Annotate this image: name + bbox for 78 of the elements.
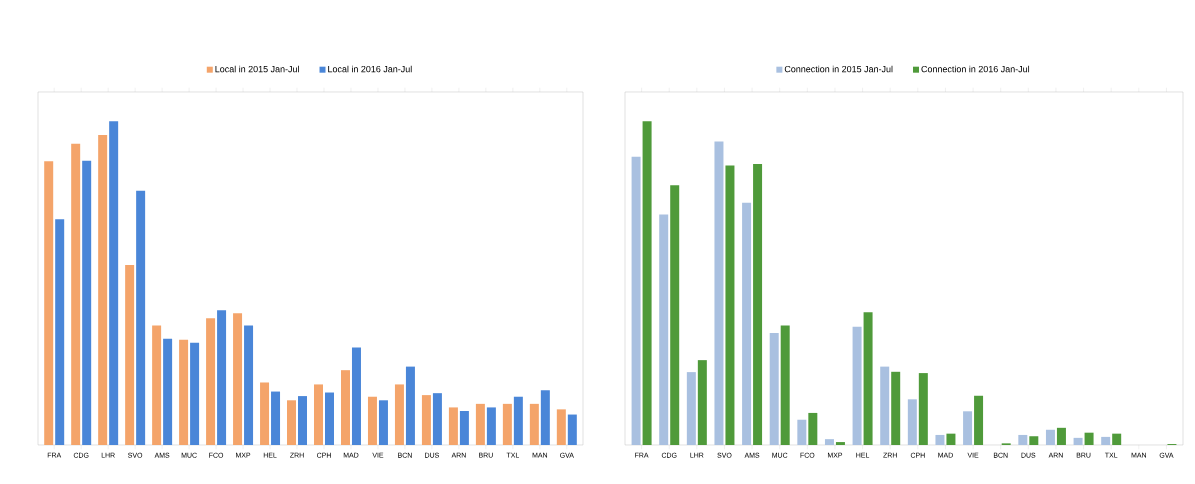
bar	[82, 160, 92, 445]
legend-label: Local in 2015 Jan-Jul	[215, 65, 299, 73]
bar	[233, 313, 243, 445]
bar	[540, 390, 550, 445]
bar	[824, 439, 834, 445]
bar	[1045, 429, 1055, 445]
bar	[448, 407, 458, 445]
bar	[351, 347, 361, 445]
bar	[152, 325, 162, 445]
bar	[725, 165, 735, 445]
bar	[475, 403, 485, 445]
bar	[963, 411, 973, 445]
bar	[55, 219, 65, 445]
bar	[946, 433, 956, 445]
bar	[513, 396, 523, 445]
bar	[642, 121, 652, 445]
bar	[71, 143, 81, 445]
bar	[797, 419, 807, 445]
bar	[753, 163, 763, 445]
bar	[190, 342, 200, 445]
bar	[394, 384, 404, 445]
bar	[907, 399, 917, 445]
bar	[421, 395, 431, 445]
bar	[244, 325, 254, 445]
bar	[529, 403, 539, 445]
bar	[98, 135, 108, 445]
bar	[271, 391, 281, 445]
bar	[556, 409, 566, 445]
bar	[44, 161, 54, 445]
bar	[340, 370, 350, 445]
bar	[769, 332, 779, 445]
bar	[935, 434, 945, 445]
bar	[659, 214, 669, 445]
bar	[217, 310, 227, 445]
bar	[863, 312, 873, 445]
bar	[714, 141, 724, 445]
bar	[697, 360, 707, 445]
bar	[742, 202, 752, 445]
bar	[325, 392, 334, 445]
bar	[670, 185, 680, 445]
bar	[367, 396, 377, 445]
bar	[974, 395, 984, 445]
bar	[567, 414, 577, 445]
bar	[780, 325, 790, 445]
bar	[502, 403, 512, 445]
bar	[287, 400, 297, 445]
bar	[179, 339, 189, 445]
bar	[378, 400, 388, 445]
bar	[163, 338, 173, 445]
bar	[1084, 432, 1094, 445]
bar	[686, 372, 696, 445]
bar	[808, 412, 818, 445]
legend-label: Connection in 2016 Jan-Jul	[921, 65, 1030, 73]
bar	[125, 264, 135, 445]
bar	[109, 121, 119, 445]
bar	[631, 156, 641, 445]
legend-label: Local in 2016 Jan-Jul	[328, 65, 412, 73]
bar	[1018, 434, 1028, 445]
bar	[314, 384, 323, 445]
bar	[1073, 437, 1083, 445]
bar	[852, 326, 862, 445]
bar	[891, 371, 901, 445]
bar	[1056, 427, 1066, 445]
bar	[459, 410, 469, 445]
bar	[206, 318, 216, 445]
bar	[486, 407, 496, 445]
bar	[880, 366, 890, 445]
bar	[136, 190, 146, 445]
bar	[298, 396, 308, 445]
bar	[432, 393, 442, 445]
bar	[835, 442, 845, 445]
bar	[1029, 436, 1039, 445]
bar	[405, 366, 415, 445]
legend-label: Connection in 2015 Jan-Jul	[784, 65, 893, 73]
bar	[1101, 436, 1111, 445]
bar	[260, 382, 270, 445]
bar	[918, 373, 928, 445]
bar	[1112, 433, 1122, 445]
